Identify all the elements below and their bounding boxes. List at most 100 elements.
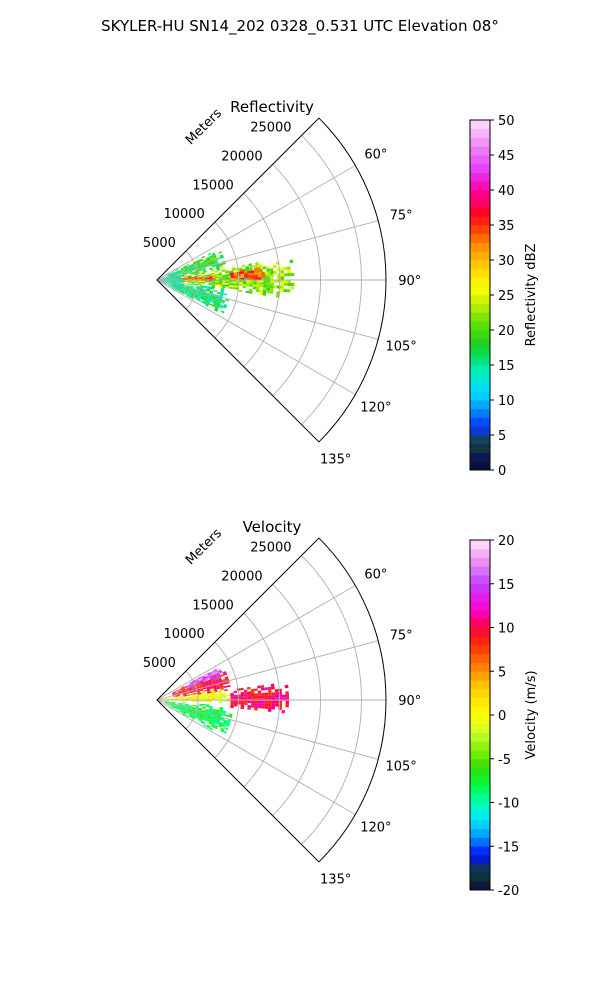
echo-cell (198, 700, 202, 702)
echo-cell (202, 271, 207, 273)
echo-cell (170, 284, 174, 286)
echo-cell (201, 709, 206, 712)
echo-cell (213, 256, 217, 260)
echo-cell (280, 270, 284, 274)
echo-cell (187, 280, 192, 282)
echo-cell (210, 671, 215, 675)
echo-cell (261, 274, 265, 278)
echo-cell (250, 691, 255, 694)
colorbar-swatch (470, 435, 490, 445)
echo-cell (187, 265, 191, 268)
echo-cell (166, 274, 170, 276)
echo-cell (180, 267, 184, 270)
echo-cell (200, 712, 205, 715)
echo-cell (175, 289, 179, 292)
echo-cell (197, 694, 202, 696)
echo-cell (208, 701, 212, 703)
echo-cell (183, 265, 187, 268)
echo-cell (180, 710, 184, 712)
echo-cell (230, 702, 234, 705)
echo-cell (208, 693, 212, 695)
echo-cell (215, 275, 219, 277)
echo-cell (219, 305, 223, 309)
echo-cell (177, 698, 181, 699)
colorbar-swatch (470, 321, 490, 331)
echo-cell (193, 690, 197, 693)
colorbar-tick-label: 5 (498, 665, 506, 680)
echo-cell (254, 277, 259, 280)
echo-cell (194, 695, 199, 698)
echo-cell (171, 704, 175, 706)
echo-cell (201, 295, 205, 299)
echo-cell (189, 691, 194, 694)
echo-cell (205, 278, 209, 280)
echo-cell (171, 702, 176, 704)
echo-cell (208, 255, 213, 258)
echo-cell (218, 691, 222, 694)
echo-cell (197, 265, 202, 268)
echo-cell (202, 678, 207, 681)
echo-cell (231, 266, 236, 269)
echo-cell (182, 702, 186, 704)
echo-cell (225, 723, 230, 727)
colorbar-tick-label: -10 (498, 797, 519, 812)
echo-cell (165, 700, 169, 702)
echo-cell (253, 282, 257, 285)
echo-cell (213, 289, 218, 292)
echo-cell (208, 722, 212, 725)
echo-cell (185, 705, 189, 707)
echo-cell (257, 693, 262, 696)
echo-cell (164, 703, 168, 705)
colorbar-swatch (470, 461, 490, 471)
echo-cell (209, 267, 213, 270)
echo-cell (183, 711, 187, 714)
azimuth-line (156, 165, 356, 281)
echo-cell (192, 704, 196, 707)
echo-cell (230, 696, 234, 699)
echo-cell (199, 258, 203, 261)
echo-cell (185, 690, 190, 692)
echo-cell (278, 706, 282, 710)
echo-cell (177, 283, 181, 285)
echo-cell (207, 298, 212, 301)
colorbar-tick-label: 45 (498, 149, 515, 164)
echo-cell (201, 283, 205, 285)
echo-cell (173, 707, 178, 710)
colorbar-swatch (470, 741, 490, 751)
echo-cell (203, 299, 208, 302)
echo-cell (167, 277, 171, 279)
echo-cell (207, 299, 211, 302)
colorbar-swatch (470, 715, 490, 725)
echo-cell (209, 256, 214, 260)
echo-cell (199, 269, 203, 272)
echo-cell (189, 272, 193, 275)
echo-cell (203, 289, 207, 292)
echo-cell (211, 276, 216, 279)
echo-cell (225, 276, 230, 279)
echo-cell (218, 714, 222, 717)
echo-cell (268, 695, 272, 699)
echo-cell (206, 301, 210, 305)
echo-cell (181, 268, 185, 271)
echo-cell (260, 685, 265, 688)
echo-cell (170, 274, 174, 276)
echo-cell (205, 277, 209, 279)
echo-cell (167, 697, 171, 699)
echo-cell (215, 281, 219, 283)
echo-cell (262, 292, 267, 296)
echo-cell (212, 304, 216, 308)
range-tick-label: 25000 (250, 120, 291, 135)
echo-cell (224, 676, 229, 679)
echo-cell (170, 699, 175, 700)
colorbar-swatch (470, 645, 490, 655)
echo-cell (170, 705, 175, 708)
echo-cell (179, 710, 184, 713)
echo-cell (266, 265, 270, 269)
echo-region (186, 668, 223, 689)
echo-cell (173, 272, 177, 275)
echo-cell (178, 690, 183, 693)
echo-cell (205, 701, 209, 703)
echo-cell (203, 298, 208, 301)
echo-cell (271, 706, 276, 710)
echo-cell (173, 282, 178, 284)
